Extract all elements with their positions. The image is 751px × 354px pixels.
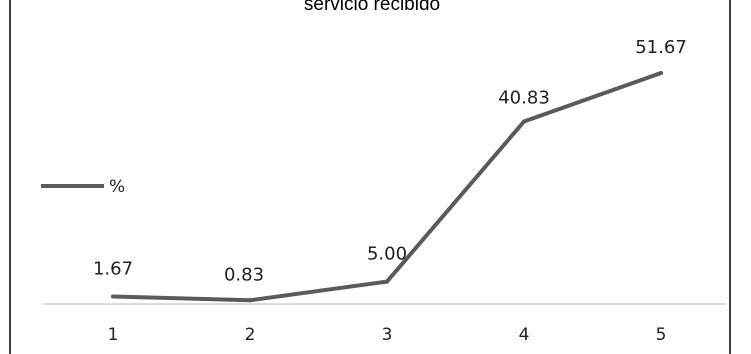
data-point-3 [385,279,389,284]
data-point-5 [659,71,663,75]
x-tick-label-5: 5 [656,325,667,345]
data-label-1: 1.67 [93,259,133,280]
series-group [111,71,663,303]
x-tick-label-4: 4 [519,325,530,345]
data-label-4: 40.83 [498,88,550,109]
data-point-4 [522,119,526,124]
x-tick-label-3: 3 [382,325,393,345]
data-label-3: 5.00 [367,244,407,265]
data-point-2 [248,298,252,303]
x-tick-label-1: 1 [108,325,119,345]
legend: % [41,177,125,197]
x-axis-ticks: 1 2 3 4 5 [108,325,667,345]
legend-label: % [109,177,125,197]
data-label-5: 51.67 [635,37,687,58]
series-line-percent [112,71,662,303]
data-point-1 [111,294,115,299]
x-tick-label-2: 2 [245,325,256,345]
data-label-2: 0.83 [224,264,264,285]
data-labels: 1.67 0.83 5.00 40.83 51.67 [93,37,687,285]
chart-title: servicio recibido [304,0,440,15]
